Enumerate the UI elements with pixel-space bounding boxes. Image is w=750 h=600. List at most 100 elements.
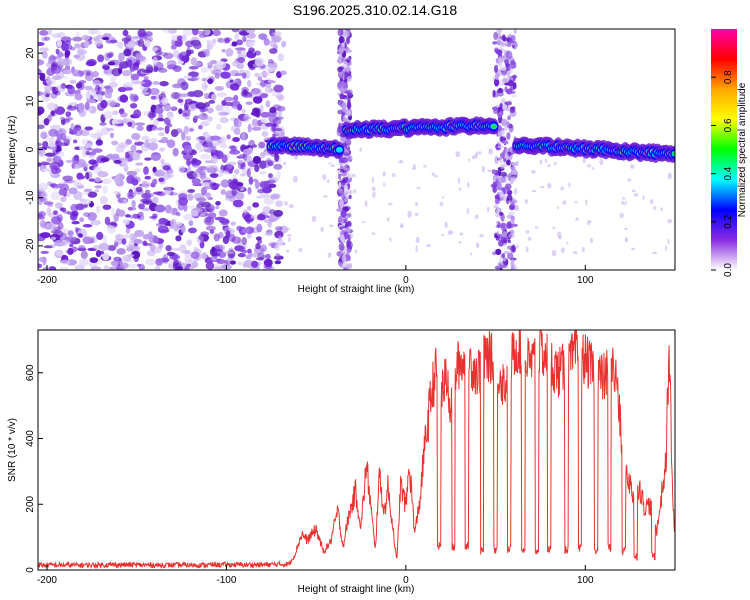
- spectrogram-noise-blob: [170, 129, 179, 138]
- spectrogram-noise-blob: [48, 266, 57, 270]
- spectrogram-noise-blob: [74, 227, 79, 233]
- spectrogram-noise-blob: [195, 142, 202, 150]
- spectrogram-noise-blob: [254, 50, 261, 56]
- spectrogram-noise-blob: [107, 61, 116, 66]
- spectrogram-noise-blob: [254, 180, 260, 190]
- spectrogram-noise-blob: [217, 231, 224, 239]
- spectrogram-noise-blob: [219, 117, 229, 124]
- spectrogram-noise-blob: [205, 225, 216, 231]
- spectrogram-noise-blob: [241, 131, 246, 141]
- spectrogram-noise-blob: [275, 252, 281, 258]
- spectrogram-faint-dot: [413, 163, 416, 169]
- spectrogram-noise-blob: [238, 226, 247, 236]
- spectrogram-noise-blob: [195, 102, 206, 110]
- spectrogram-faint-dot: [653, 206, 657, 210]
- spectrogram-noise-blob: [71, 221, 80, 225]
- spectrogram-noise-blob: [50, 147, 57, 151]
- spectrogram-noise-blob: [185, 260, 194, 264]
- spectrogram-noise-blob: [166, 251, 175, 256]
- spectrogram-noise-blob: [276, 238, 284, 246]
- spectrogram-noise-blob: [85, 60, 96, 67]
- spectrogram-noise-blob: [103, 33, 112, 38]
- spectrogram-noise-blob: [141, 135, 150, 141]
- spectrogram-noise-blob: [80, 199, 92, 205]
- spectrogram-noise-blob: [122, 219, 130, 226]
- spectrogram-noise-blob: [172, 262, 183, 270]
- spectrogram-noise-blob: [237, 159, 245, 164]
- spectrogram-noise-blob: [127, 59, 133, 68]
- spectrogram-noise-blob: [219, 143, 228, 149]
- spectrogram-noise-blob: [226, 134, 231, 140]
- spectrogram-faint-dot: [340, 219, 345, 224]
- spectrogram-faint-dot: [556, 206, 560, 210]
- spectrogram-noise-blob: [221, 48, 226, 53]
- spectrogram-noise-blob: [208, 99, 216, 104]
- spectrogram-noise-blob: [224, 37, 231, 44]
- spectrogram-noise-blob: [83, 188, 93, 193]
- spectrogram-noise-blob: [183, 75, 193, 79]
- spectrogram-noise-blob: [130, 144, 137, 153]
- spectrogram-noise-blob: [144, 31, 153, 37]
- spectrogram-noise-blob: [149, 88, 160, 96]
- spectrogram-noise-blob: [38, 213, 43, 218]
- spectrogram-noise-blob: [100, 99, 108, 109]
- spectrogram-noise-blob: [196, 235, 204, 244]
- spectrogram-noise-blob: [219, 138, 226, 143]
- spectrogram-noise-blob: [162, 165, 171, 171]
- spectrogram-noise-blob: [98, 90, 106, 95]
- spectrogram-interference-blob: [508, 124, 514, 133]
- x-tick-label: 0: [403, 575, 409, 586]
- spectrogram-noise-blob: [97, 54, 105, 63]
- spectrogram-noise-blob: [171, 34, 180, 42]
- spectrogram-noise-blob: [127, 194, 134, 200]
- spectrogram-faint-dot: [416, 186, 421, 190]
- spectrogram-noise-blob: [54, 202, 63, 209]
- spectrogram-noise-blob: [50, 191, 61, 201]
- spectrogram-noise-blob: [130, 93, 139, 102]
- spectrogram-noise-blob: [46, 207, 52, 216]
- spectrogram-faint-dot: [311, 215, 317, 223]
- spectrogram-noise-blob: [166, 111, 174, 118]
- spectrogram-noise-blob: [104, 57, 111, 61]
- spectrogram-noise-blob: [217, 169, 224, 178]
- spectrogram-noise-blob: [261, 130, 269, 138]
- spectrogram-interference-blob: [513, 29, 517, 34]
- spectrogram-noise-blob: [229, 79, 234, 83]
- spectrogram-faint-dot: [329, 224, 334, 228]
- spectrogram-noise-blob: [186, 171, 191, 176]
- spectrogram-faint-dot: [481, 165, 485, 173]
- spectrogram-noise-blob: [127, 253, 135, 258]
- spectrogram-noise-blob: [237, 261, 243, 266]
- spectrogram-noise-blob: [71, 210, 79, 217]
- spectrogram-noise-blob: [62, 69, 72, 75]
- spectrogram-faint-dot: [293, 175, 298, 183]
- spectrogram-faint-dot: [560, 247, 565, 253]
- spectrogram-interference-blob: [337, 261, 344, 267]
- spectrogram-noise-blob: [60, 83, 67, 90]
- spectrogram-noise-blob: [231, 236, 241, 244]
- spectrogram-noise-blob: [213, 233, 220, 242]
- spectrogram-noise-blob: [39, 47, 49, 52]
- spectrogram-noise-blob: [88, 151, 97, 155]
- spectrogram-interference-blob: [499, 136, 504, 142]
- spectrogram-faint-dot: [278, 235, 282, 241]
- spectrogram-interference-blob: [503, 250, 510, 254]
- spectrogram-noise-blob: [134, 229, 145, 237]
- spectrogram-faint-dot: [525, 246, 529, 253]
- spectrogram-interference-blob: [495, 248, 502, 256]
- spectrogram-noise-blob: [259, 71, 270, 77]
- spectrogram-noise-blob: [246, 168, 251, 178]
- spectrogram-faint-dot: [665, 245, 668, 251]
- spectrogram-noise-blob: [269, 48, 278, 54]
- spectrogram-noise-blob: [275, 131, 284, 138]
- y-tick-label: 20: [25, 47, 36, 59]
- spectrogram-noise-blob: [212, 252, 221, 257]
- spectrogram-noise-blob: [116, 248, 126, 255]
- spectrogram-faint-dot: [516, 160, 519, 166]
- spectrogram-faint-dot: [444, 221, 448, 229]
- spectrogram-noise-blob: [76, 175, 86, 180]
- spectrogram-noise-blob: [160, 158, 165, 164]
- spectrogram-noise-blob: [264, 160, 275, 164]
- spectrogram-noise-blob: [62, 175, 73, 182]
- spectrogram-noise-blob: [95, 139, 103, 146]
